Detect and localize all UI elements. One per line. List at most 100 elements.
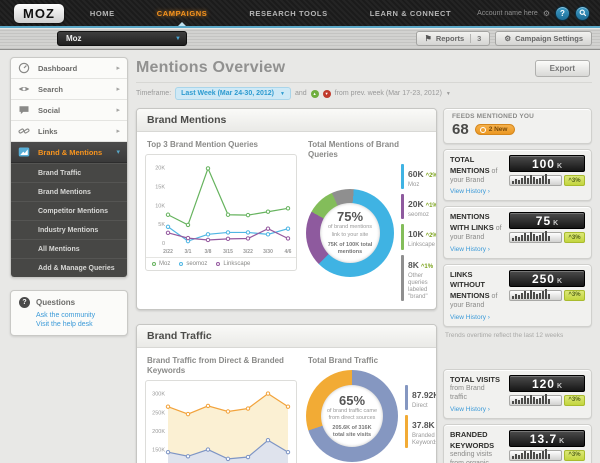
sidebar-subitem-all-mentions[interactable]: All Mentions [11, 239, 127, 258]
view-history-link[interactable]: View History › [450, 405, 490, 413]
sidebar-item-brand-mentions[interactable]: Brand & Mentions ▾ [11, 142, 127, 163]
chevron-right-icon: ▸ [116, 86, 120, 93]
questions-panel: ? Questions Ask the community Visit the … [10, 290, 128, 336]
spark-bar [533, 291, 535, 299]
reports-button[interactable]: ⚑ Reports 3 [415, 31, 491, 46]
primary-nav: HOME CAMPAIGNS RESEARCH TOOLS LEARN & CONNE… [64, 3, 477, 26]
donut-legend-text: 60K ^2% Moz [408, 164, 436, 189]
sidebar-item-social[interactable]: Social ▸ [11, 100, 127, 121]
traffic-donut-row: 65% of brand traffic came from direct so… [306, 370, 436, 463]
questions-title: Questions [36, 298, 76, 307]
spark-bar [530, 449, 532, 459]
chevron-right-icon: ▸ [116, 128, 120, 135]
sidebar-item-label: Social [38, 105, 61, 115]
stat-value-unit: K [556, 277, 563, 285]
spark-bar [542, 176, 544, 184]
stat-value-unit: K [553, 220, 559, 228]
spark-bar [521, 292, 523, 299]
spark-bar [512, 181, 514, 184]
spark-bar [530, 289, 532, 299]
stat-label-bold: TOTAL VISITS [450, 374, 501, 384]
help-button[interactable]: ? [555, 5, 570, 21]
charts-column: Brand Mentions Top 3 Brand Mention Queri… [136, 108, 437, 463]
donut-legend-item: 10K ^2% Linkscape [401, 224, 436, 250]
feeds-new-badge-label: 2 New [488, 126, 508, 133]
timeframe-select[interactable]: Last Week (Mar 24-30, 2012) ▼ [175, 87, 291, 100]
sidebar-item-label: Search [38, 84, 64, 94]
traffic-donut-sub: 205.6K of 316K total site visits [332, 425, 372, 439]
campaign-settings-button[interactable]: ⚙ Campaign Settings [495, 31, 592, 46]
timeframe-label: Timeframe: [136, 90, 172, 97]
stats-column: FEEDS MENTIONED YOU 68 2 New TOTAL MENTI… [443, 108, 592, 463]
mentions-donut-column: Total Mentions of Brand Queries 75% of b… [297, 139, 436, 302]
nav-item-home[interactable]: HOME [89, 8, 115, 18]
legend-label: Moz [159, 261, 171, 267]
spark-bar [521, 397, 523, 404]
sidebar-subitem-add-manage-queries[interactable]: Add & Manage Queries [11, 258, 127, 277]
account-name[interactable]: Account name here [477, 9, 538, 17]
spark-bar [536, 236, 538, 242]
help-desk-link[interactable]: Visit the help desk [36, 321, 93, 328]
sidebar-subitem-industry-mentions[interactable]: Industry Mentions [11, 220, 127, 239]
sidebar-subitem-competitor-mentions[interactable]: Competitor Mentions [11, 201, 127, 220]
spark-bar [521, 235, 523, 242]
stat-label: MENTIONS WITH LINKS of your Brand [450, 212, 503, 242]
donut-legend-value-row: 10K ^2% [408, 224, 436, 242]
traffic-donut-title: Total Brand Traffic [308, 356, 379, 366]
traffic-donut-pct: 65% [338, 393, 366, 409]
chevron-down-icon[interactable]: ▼ [445, 90, 451, 97]
stat-right: 120 K ^3% [509, 374, 585, 413]
spark-bar [542, 233, 544, 242]
ask-community-link[interactable]: Ask the community [36, 312, 96, 319]
feeds-new-badge[interactable]: 2 New [474, 124, 516, 135]
spark-bar [515, 398, 517, 404]
traffic-area-chart: 100K150K200K250K300K2/223/13/83/153/223/… [146, 381, 296, 463]
account-gear-icon[interactable]: ⚙ [542, 8, 550, 18]
mentions-donut-title: Total Mentions of Brand Queries [308, 140, 399, 159]
sidebar-item-dashboard[interactable]: Dashboard ▸ [11, 58, 127, 79]
delta-up-indicator: ^2% [425, 233, 437, 240]
view-history-link[interactable]: View History › [450, 188, 490, 196]
stat-left: TOTAL MENTIONS of your Brand View History… [450, 155, 503, 195]
spark-bar [512, 400, 514, 404]
svg-text:15K: 15K [155, 184, 165, 190]
spark-bar [539, 452, 541, 459]
stat-box-mentions-with-links: MENTIONS WITH LINKS of your Brand View Hi… [443, 206, 592, 259]
eye-icon [18, 83, 31, 95]
search-icon [579, 9, 586, 17]
spark-bar [524, 395, 526, 404]
sidebar: Dashboard ▸ Search ▸ Social ▸ Links ▸ Brand & Me… [10, 57, 128, 463]
view-history-link[interactable]: View History › [450, 245, 490, 253]
nav-item-campaigns[interactable]: CAMPAIGNS [153, 3, 212, 26]
view-history-link[interactable]: View History › [450, 313, 490, 321]
sidebar-subitem-brand-mentions[interactable]: Brand Mentions [11, 182, 127, 201]
delta-up-indicator: ^1% [425, 203, 437, 210]
spark-bar [542, 290, 544, 299]
mentions-stats-group: TOTAL MENTIONS of your Brand View History… [443, 149, 592, 327]
content-area: Dashboard ▸ Search ▸ Social ▸ Links ▸ Brand & Me… [0, 50, 600, 463]
svg-text:4/6: 4/6 [285, 249, 292, 255]
spark-bar [518, 399, 520, 404]
donut-legend-value-row: 8K ^1% [408, 255, 433, 273]
export-button[interactable]: Export [534, 59, 590, 77]
svg-text:0: 0 [162, 241, 165, 247]
stat-trend-row: ^3% [509, 448, 585, 461]
donut-legend-label: Direct [412, 403, 428, 410]
spark-bar [518, 180, 520, 184]
sidebar-item-search[interactable]: Search ▸ [11, 79, 127, 100]
nav-item-learn-connect[interactable]: LEARN & CONNECT [369, 8, 452, 18]
sidebar-item-links[interactable]: Links ▸ [11, 121, 127, 142]
search-button[interactable] [575, 5, 590, 21]
stat-right: 250 K ^3% [509, 269, 585, 321]
top-nav: MOZ HOME CAMPAIGNS RESEARCH TOOLS LEARN & C… [0, 0, 600, 28]
moz-logo[interactable]: MOZ [14, 3, 64, 23]
sidebar-subitem-brand-traffic[interactable]: Brand Traffic [11, 163, 127, 182]
legend-dot [179, 262, 184, 266]
stat-label-rest: from Brand traffic [450, 385, 485, 401]
feeds-row: 68 2 New [452, 121, 583, 138]
spark-bar [539, 397, 541, 404]
nav-item-research-tools[interactable]: RESEARCH TOOLS [249, 8, 328, 18]
campaign-selector[interactable]: Moz ▼ [57, 31, 187, 46]
stat-value: 250 [531, 271, 555, 286]
donut-legend-label: Linkscape [408, 242, 436, 249]
